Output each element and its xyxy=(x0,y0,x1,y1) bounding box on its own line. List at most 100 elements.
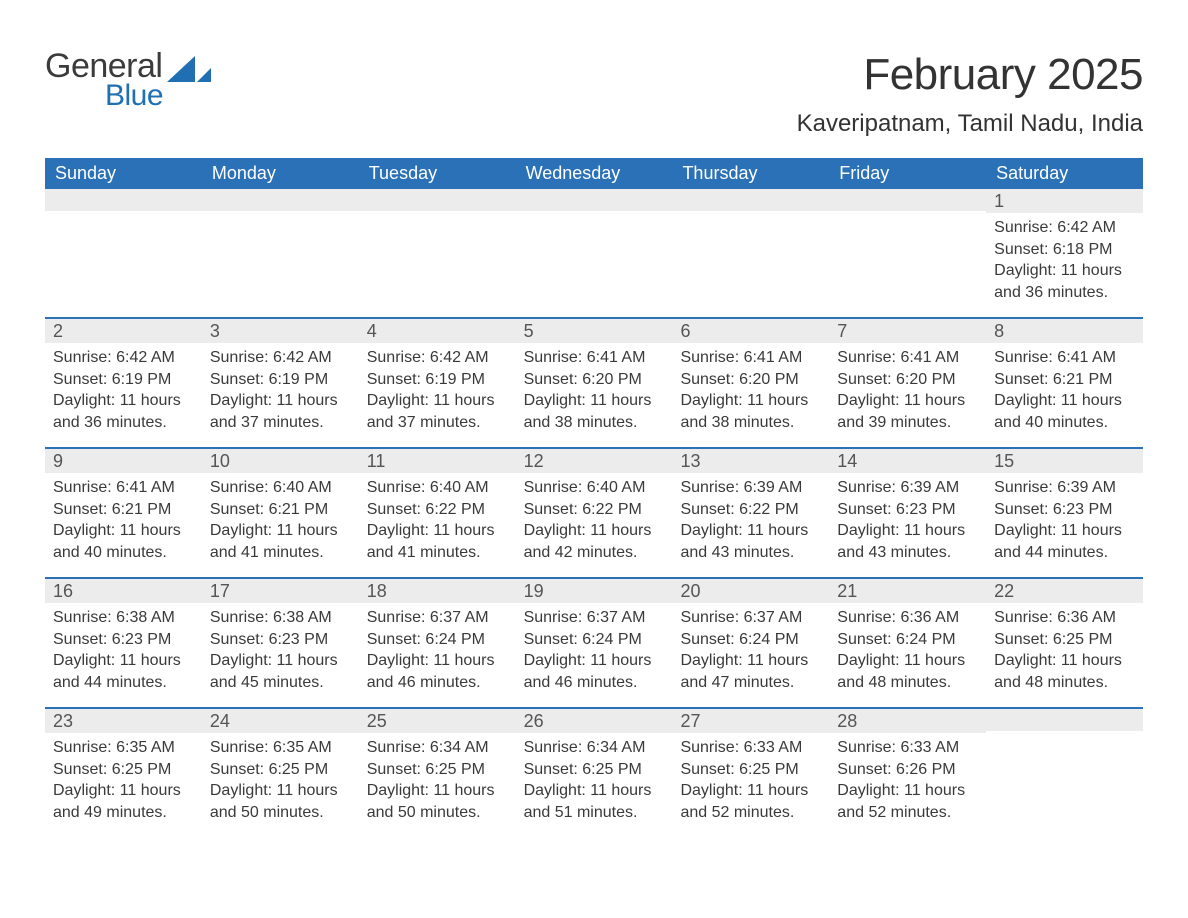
day-details: Sunrise: 6:42 AMSunset: 6:19 PMDaylight:… xyxy=(202,343,359,443)
sunset-text: Sunset: 6:21 PM xyxy=(994,369,1135,391)
day-details: Sunrise: 6:36 AMSunset: 6:24 PMDaylight:… xyxy=(829,603,986,703)
sunset-text: Sunset: 6:25 PM xyxy=(367,759,508,781)
daylight-text: Daylight: 11 hours and 52 minutes. xyxy=(680,780,821,823)
calendar-day-cell: 28Sunrise: 6:33 AMSunset: 6:26 PMDayligh… xyxy=(829,709,986,837)
sunset-text: Sunset: 6:26 PM xyxy=(837,759,978,781)
day-number xyxy=(359,189,516,211)
calendar-day-cell: 11Sunrise: 6:40 AMSunset: 6:22 PMDayligh… xyxy=(359,449,516,577)
sunrise-text: Sunrise: 6:40 AM xyxy=(367,477,508,499)
sunset-text: Sunset: 6:23 PM xyxy=(837,499,978,521)
day-number: 8 xyxy=(986,319,1143,343)
weekday-header-cell: Wednesday xyxy=(516,158,673,189)
calendar-day-cell: 13Sunrise: 6:39 AMSunset: 6:22 PMDayligh… xyxy=(672,449,829,577)
daylight-text: Daylight: 11 hours and 42 minutes. xyxy=(524,520,665,563)
calendar-day-cell: 16Sunrise: 6:38 AMSunset: 6:23 PMDayligh… xyxy=(45,579,202,707)
daylight-text: Daylight: 11 hours and 43 minutes. xyxy=(680,520,821,563)
calendar-day-cell xyxy=(516,189,673,317)
day-number: 1 xyxy=(986,189,1143,213)
sunrise-text: Sunrise: 6:37 AM xyxy=(367,607,508,629)
day-details: Sunrise: 6:40 AMSunset: 6:21 PMDaylight:… xyxy=(202,473,359,573)
daylight-text: Daylight: 11 hours and 48 minutes. xyxy=(994,650,1135,693)
calendar-day-cell xyxy=(672,189,829,317)
calendar-day-cell: 15Sunrise: 6:39 AMSunset: 6:23 PMDayligh… xyxy=(986,449,1143,577)
day-number: 6 xyxy=(672,319,829,343)
day-details: Sunrise: 6:40 AMSunset: 6:22 PMDaylight:… xyxy=(516,473,673,573)
daylight-text: Daylight: 11 hours and 36 minutes. xyxy=(53,390,194,433)
calendar-week-row: 16Sunrise: 6:38 AMSunset: 6:23 PMDayligh… xyxy=(45,577,1143,707)
day-details: Sunrise: 6:37 AMSunset: 6:24 PMDaylight:… xyxy=(516,603,673,703)
sunset-text: Sunset: 6:20 PM xyxy=(837,369,978,391)
sunrise-text: Sunrise: 6:36 AM xyxy=(837,607,978,629)
calendar-week-row: 2Sunrise: 6:42 AMSunset: 6:19 PMDaylight… xyxy=(45,317,1143,447)
daylight-text: Daylight: 11 hours and 38 minutes. xyxy=(524,390,665,433)
sunrise-text: Sunrise: 6:35 AM xyxy=(53,737,194,759)
day-number xyxy=(986,709,1143,731)
day-details: Sunrise: 6:41 AMSunset: 6:21 PMDaylight:… xyxy=(986,343,1143,443)
calendar-day-cell: 14Sunrise: 6:39 AMSunset: 6:23 PMDayligh… xyxy=(829,449,986,577)
sunset-text: Sunset: 6:25 PM xyxy=(994,629,1135,651)
day-number: 15 xyxy=(986,449,1143,473)
day-number: 27 xyxy=(672,709,829,733)
sunrise-text: Sunrise: 6:36 AM xyxy=(994,607,1135,629)
calendar-day-cell: 6Sunrise: 6:41 AMSunset: 6:20 PMDaylight… xyxy=(672,319,829,447)
logo-text: General Blue xyxy=(45,50,163,111)
daylight-text: Daylight: 11 hours and 44 minutes. xyxy=(53,650,194,693)
calendar-day-cell: 24Sunrise: 6:35 AMSunset: 6:25 PMDayligh… xyxy=(202,709,359,837)
calendar-day-cell: 7Sunrise: 6:41 AMSunset: 6:20 PMDaylight… xyxy=(829,319,986,447)
sunset-text: Sunset: 6:24 PM xyxy=(367,629,508,651)
day-details: Sunrise: 6:38 AMSunset: 6:23 PMDaylight:… xyxy=(45,603,202,703)
calendar-day-cell xyxy=(829,189,986,317)
daylight-text: Daylight: 11 hours and 50 minutes. xyxy=(367,780,508,823)
calendar-day-cell: 9Sunrise: 6:41 AMSunset: 6:21 PMDaylight… xyxy=(45,449,202,577)
daylight-text: Daylight: 11 hours and 46 minutes. xyxy=(367,650,508,693)
day-number: 24 xyxy=(202,709,359,733)
calendar-day-cell: 25Sunrise: 6:34 AMSunset: 6:25 PMDayligh… xyxy=(359,709,516,837)
calendar-day-cell xyxy=(45,189,202,317)
sunset-text: Sunset: 6:20 PM xyxy=(680,369,821,391)
sunset-text: Sunset: 6:18 PM xyxy=(994,239,1135,261)
sunset-text: Sunset: 6:24 PM xyxy=(680,629,821,651)
daylight-text: Daylight: 11 hours and 38 minutes. xyxy=(680,390,821,433)
sunset-text: Sunset: 6:25 PM xyxy=(53,759,194,781)
day-details: Sunrise: 6:39 AMSunset: 6:23 PMDaylight:… xyxy=(986,473,1143,573)
calendar-day-cell: 19Sunrise: 6:37 AMSunset: 6:24 PMDayligh… xyxy=(516,579,673,707)
sunrise-text: Sunrise: 6:37 AM xyxy=(524,607,665,629)
daylight-text: Daylight: 11 hours and 40 minutes. xyxy=(994,390,1135,433)
calendar-day-cell: 27Sunrise: 6:33 AMSunset: 6:25 PMDayligh… xyxy=(672,709,829,837)
daylight-text: Daylight: 11 hours and 37 minutes. xyxy=(210,390,351,433)
sunrise-text: Sunrise: 6:42 AM xyxy=(53,347,194,369)
sunrise-text: Sunrise: 6:38 AM xyxy=(210,607,351,629)
sunrise-text: Sunrise: 6:40 AM xyxy=(524,477,665,499)
day-number: 19 xyxy=(516,579,673,603)
weekday-header-cell: Tuesday xyxy=(359,158,516,189)
day-details: Sunrise: 6:33 AMSunset: 6:26 PMDaylight:… xyxy=(829,733,986,833)
sunrise-text: Sunrise: 6:42 AM xyxy=(210,347,351,369)
day-details: Sunrise: 6:41 AMSunset: 6:21 PMDaylight:… xyxy=(45,473,202,573)
daylight-text: Daylight: 11 hours and 47 minutes. xyxy=(680,650,821,693)
logo-word-general: General xyxy=(45,50,163,82)
day-number: 5 xyxy=(516,319,673,343)
day-number xyxy=(45,189,202,211)
day-details: Sunrise: 6:41 AMSunset: 6:20 PMDaylight:… xyxy=(829,343,986,443)
sunset-text: Sunset: 6:22 PM xyxy=(524,499,665,521)
calendar-day-cell: 22Sunrise: 6:36 AMSunset: 6:25 PMDayligh… xyxy=(986,579,1143,707)
sunrise-text: Sunrise: 6:33 AM xyxy=(680,737,821,759)
day-number: 20 xyxy=(672,579,829,603)
daylight-text: Daylight: 11 hours and 50 minutes. xyxy=(210,780,351,823)
calendar-day-cell: 3Sunrise: 6:42 AMSunset: 6:19 PMDaylight… xyxy=(202,319,359,447)
calendar-week-row: 1Sunrise: 6:42 AMSunset: 6:18 PMDaylight… xyxy=(45,189,1143,317)
sunrise-text: Sunrise: 6:38 AM xyxy=(53,607,194,629)
calendar-day-cell: 21Sunrise: 6:36 AMSunset: 6:24 PMDayligh… xyxy=(829,579,986,707)
calendar-day-cell: 2Sunrise: 6:42 AMSunset: 6:19 PMDaylight… xyxy=(45,319,202,447)
day-number: 11 xyxy=(359,449,516,473)
daylight-text: Daylight: 11 hours and 37 minutes. xyxy=(367,390,508,433)
day-details: Sunrise: 6:40 AMSunset: 6:22 PMDaylight:… xyxy=(359,473,516,573)
day-details: Sunrise: 6:39 AMSunset: 6:23 PMDaylight:… xyxy=(829,473,986,573)
sunset-text: Sunset: 6:23 PM xyxy=(210,629,351,651)
day-number: 2 xyxy=(45,319,202,343)
calendar-day-cell: 4Sunrise: 6:42 AMSunset: 6:19 PMDaylight… xyxy=(359,319,516,447)
sunset-text: Sunset: 6:22 PM xyxy=(680,499,821,521)
calendar-day-cell: 12Sunrise: 6:40 AMSunset: 6:22 PMDayligh… xyxy=(516,449,673,577)
day-details: Sunrise: 6:42 AMSunset: 6:18 PMDaylight:… xyxy=(986,213,1143,313)
day-number: 25 xyxy=(359,709,516,733)
